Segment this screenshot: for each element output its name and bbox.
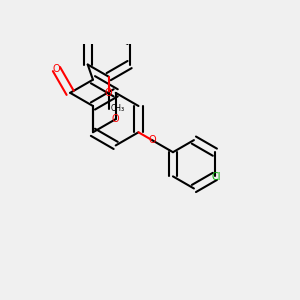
Text: O: O (105, 88, 112, 98)
Text: Cl: Cl (212, 172, 221, 182)
Text: O: O (52, 64, 60, 74)
Text: O: O (112, 114, 119, 124)
Text: O: O (148, 135, 156, 145)
Text: CH₃: CH₃ (111, 104, 125, 113)
